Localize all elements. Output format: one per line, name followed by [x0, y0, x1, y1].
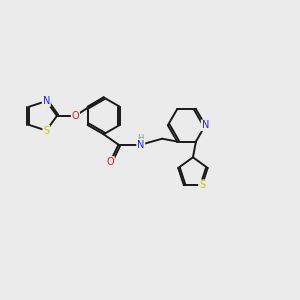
Text: O: O: [72, 111, 79, 121]
Text: N: N: [43, 96, 50, 106]
Text: S: S: [43, 125, 50, 136]
Text: O: O: [106, 157, 114, 167]
Text: H: H: [138, 134, 144, 142]
Text: S: S: [199, 180, 205, 190]
Text: N: N: [202, 120, 209, 130]
Text: N: N: [137, 140, 145, 150]
